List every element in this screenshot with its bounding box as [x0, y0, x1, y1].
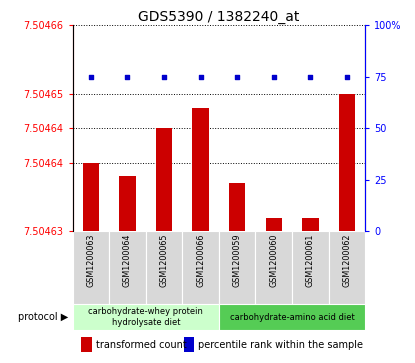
- Text: GSM1200060: GSM1200060: [269, 233, 278, 287]
- Text: GSM1200062: GSM1200062: [342, 233, 352, 287]
- Bar: [329, 231, 365, 305]
- Point: [234, 74, 241, 80]
- Bar: [266, 217, 282, 231]
- Point: [271, 74, 277, 80]
- Bar: [146, 231, 182, 305]
- Bar: [73, 305, 219, 330]
- Bar: [109, 231, 146, 305]
- Text: percentile rank within the sample: percentile rank within the sample: [198, 339, 364, 350]
- Bar: [292, 231, 329, 305]
- Bar: [302, 217, 319, 231]
- Bar: [229, 183, 245, 231]
- Text: GSM1200065: GSM1200065: [159, 233, 168, 287]
- Bar: [81, 337, 92, 352]
- Text: carbohydrate-whey protein
hydrolysate diet: carbohydrate-whey protein hydrolysate di…: [88, 307, 203, 327]
- Text: transformed count: transformed count: [96, 339, 187, 350]
- Point: [124, 74, 131, 80]
- Bar: [219, 231, 256, 305]
- Point: [161, 74, 167, 80]
- Text: GSM1200064: GSM1200064: [123, 233, 132, 287]
- Text: GSM1200063: GSM1200063: [86, 233, 95, 287]
- Title: GDS5390 / 1382240_at: GDS5390 / 1382240_at: [138, 11, 300, 24]
- Text: GSM1200066: GSM1200066: [196, 233, 205, 287]
- Bar: [182, 231, 219, 305]
- Bar: [83, 163, 99, 231]
- Bar: [193, 108, 209, 231]
- Bar: [184, 337, 194, 352]
- Text: protocol ▶: protocol ▶: [18, 312, 68, 322]
- Bar: [73, 231, 109, 305]
- Point: [344, 74, 350, 80]
- Text: carbohydrate-amino acid diet: carbohydrate-amino acid diet: [229, 313, 354, 322]
- Bar: [219, 305, 365, 330]
- Point: [88, 74, 94, 80]
- Point: [307, 74, 314, 80]
- Bar: [119, 176, 136, 231]
- Point: [197, 74, 204, 80]
- Bar: [256, 231, 292, 305]
- Text: GSM1200061: GSM1200061: [306, 233, 315, 287]
- Bar: [156, 129, 172, 231]
- Bar: [339, 94, 355, 231]
- Text: GSM1200059: GSM1200059: [233, 233, 242, 287]
